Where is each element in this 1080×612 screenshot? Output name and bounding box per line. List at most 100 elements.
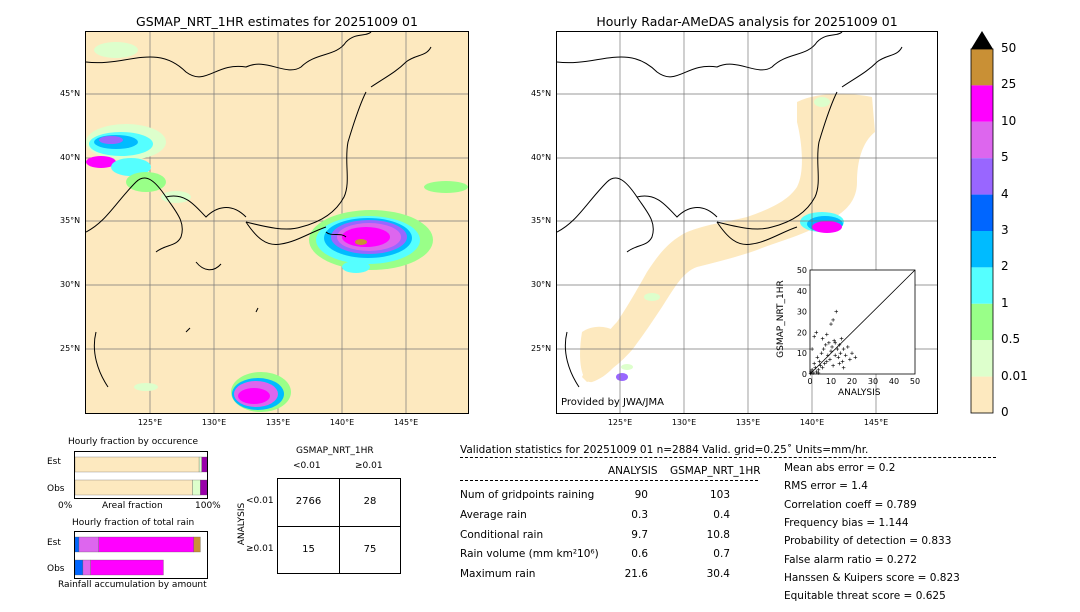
- scatter-point: [811, 371, 815, 375]
- validation-score: Equitable threat score = 0.625: [784, 590, 946, 603]
- validation-row-label: Rain volume (mm km²10⁶): [460, 548, 599, 560]
- colorbar-segment: [971, 49, 993, 86]
- rain-frac-bar-segment: [78, 536, 99, 553]
- scatter-point: [841, 347, 846, 351]
- validation-row-label: Conditional rain: [460, 529, 544, 541]
- scatter-xtick-label: 0: [807, 377, 812, 386]
- left-lat-35: 35°N: [60, 216, 81, 225]
- validation-score: Correlation coeff = 0.789: [784, 498, 917, 511]
- rain-frac-obs-label: Obs: [47, 564, 65, 574]
- contingency-cell-00: 2766: [295, 496, 322, 507]
- occ-tick-right: 100%: [195, 501, 221, 511]
- scatter-point: [850, 351, 854, 355]
- scatter-point: [819, 351, 824, 355]
- validation-score: Hanssen & Kuipers score = 0.823: [784, 571, 960, 584]
- scatter-point: [825, 332, 829, 337]
- occ-bar-segment: [200, 479, 208, 496]
- scatter-xtick-label: 50: [910, 377, 920, 386]
- right-map-title: Hourly Radar-AMeDAS analysis for 2025100…: [596, 14, 898, 29]
- occ-title: Hourly fraction by occurence: [68, 437, 199, 447]
- right-lon-125: 125°E: [607, 418, 633, 427]
- validation-row-gsmap: 30.4: [706, 568, 730, 580]
- left-coastlines: [86, 32, 432, 388]
- scatter-point: [820, 365, 825, 370]
- colorbar-tick-label: 2: [1001, 259, 1009, 274]
- scatter-xtick-label: 30: [868, 377, 878, 386]
- contingency-cell-10: 15: [302, 544, 315, 555]
- scatter-xtick-label: 20: [847, 377, 857, 386]
- scatter-xtick-label: 40: [889, 377, 899, 386]
- colorbar: [970, 30, 1030, 416]
- right-lon-130: 130°E: [671, 418, 697, 427]
- scatter-point: [821, 347, 826, 351]
- colorbar-segment: [971, 376, 993, 413]
- occ-chart: [74, 451, 208, 499]
- colorbar-segment: [971, 303, 993, 341]
- contingency-cell-01: 28: [363, 496, 377, 507]
- scatter-ytick-label: 10: [797, 349, 807, 358]
- right-lon-140: 140°E: [799, 418, 825, 427]
- right-coverage-area: [580, 93, 875, 383]
- colorbar-extend-arrow: [971, 31, 993, 49]
- occ-bar-segment: [74, 479, 193, 496]
- occ-obs-label: Obs: [47, 484, 65, 494]
- colorbar-tick-label: 25: [1001, 77, 1017, 92]
- scatter-point: [848, 357, 852, 362]
- validation-col-analysis: ANALYSIS: [608, 465, 658, 477]
- rain-frac-xlabel: Rainfall accumulation by amount: [58, 580, 207, 590]
- validation-row-analysis: 21.6: [624, 568, 648, 580]
- scatter-point: [826, 353, 830, 358]
- scatter-point: [812, 334, 816, 339]
- colorbar-segment: [971, 267, 993, 304]
- scatter-point: [836, 355, 841, 360]
- rain-frac-bar-segment: [98, 536, 194, 553]
- validation-row-label: Average rain: [460, 509, 527, 521]
- validation-col-divider: [460, 480, 758, 481]
- scatter-point: [833, 341, 837, 345]
- scatter-point: [818, 363, 823, 368]
- right-lon-145: 145°E: [863, 418, 889, 427]
- validation-row-gsmap: 0.7: [713, 548, 730, 560]
- colorbar-tick-label: 4: [1001, 186, 1009, 201]
- rain-frac-bar-segment: [90, 559, 164, 576]
- scatter-point: [843, 353, 848, 358]
- colorbar-tick-label: 5: [1001, 150, 1009, 165]
- scatter-point: [832, 338, 836, 343]
- scatter-point: [840, 359, 845, 364]
- scatter-point: [831, 363, 835, 368]
- right-lat-25: 25°N: [531, 344, 552, 353]
- validation-score: Mean abs error = 0.2: [784, 462, 896, 474]
- scatter-point: [853, 355, 858, 360]
- scatter-point: [833, 353, 837, 358]
- colorbar-tick-label: 1: [1001, 295, 1009, 310]
- rain-frac-bar-segment: [74, 536, 80, 553]
- left-lon-130: 130°E: [201, 418, 227, 427]
- colorbar-tick-label: 0.01: [1001, 368, 1028, 383]
- colorbar-segment: [971, 231, 993, 268]
- scatter-point: [828, 357, 832, 362]
- occ-est-label: Est: [47, 457, 61, 467]
- scatter-point: [823, 343, 828, 347]
- scatter-point: [830, 345, 834, 349]
- scatter-ytick-label: 0: [802, 370, 807, 379]
- colorbar-tick-label: 3: [1001, 223, 1009, 237]
- colorbar-tick-label: 0.5: [1001, 332, 1021, 347]
- scatter-point: [810, 347, 814, 351]
- validation-score: Probability of detection = 0.833: [784, 535, 952, 548]
- right-lat-30: 30°N: [531, 280, 552, 289]
- validation-row-label: Num of gridpoints raining: [460, 489, 595, 501]
- right-rain-patches: [616, 97, 844, 381]
- right-lat-45: 45°N: [531, 89, 552, 98]
- rain-frac-bar-segment: [82, 559, 91, 576]
- contingency-col-0: <0.01: [293, 461, 321, 471]
- scatter-point: [838, 351, 843, 355]
- scatter-point: [809, 370, 813, 374]
- left-lat-25: 25°N: [60, 344, 81, 353]
- scatter-point: [812, 361, 816, 366]
- scatter-point: [829, 322, 833, 326]
- right-lat-35: 35°N: [531, 216, 552, 225]
- scatter-ytick-label: 20: [797, 328, 807, 337]
- scatter-point: [808, 371, 813, 376]
- left-lat-45: 45°N: [60, 89, 81, 98]
- occ-bar-segment: [192, 479, 201, 496]
